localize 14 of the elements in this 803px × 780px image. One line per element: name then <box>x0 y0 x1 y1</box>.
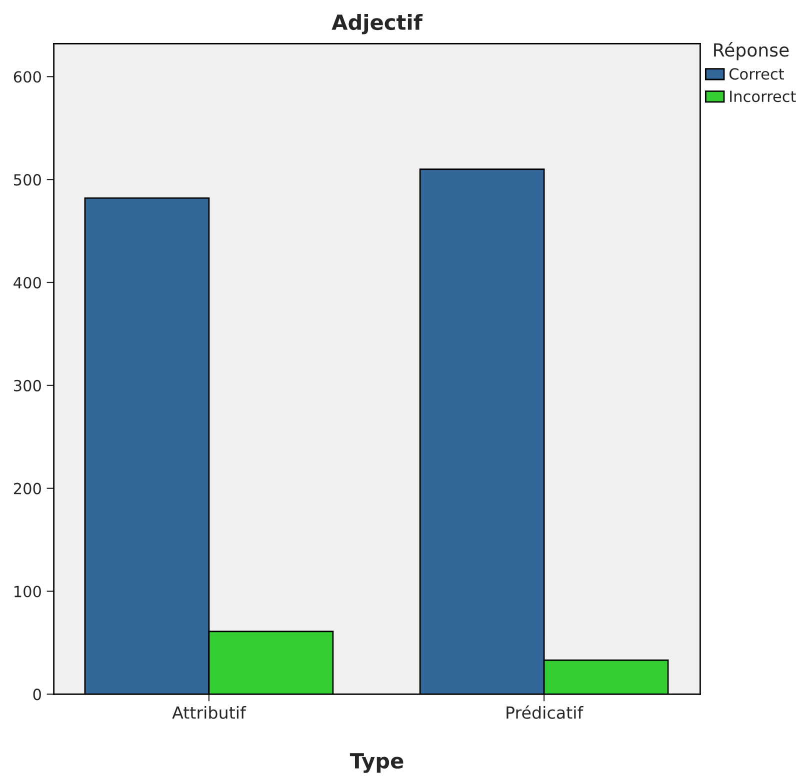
y-tick-label: 0 <box>33 688 41 700</box>
y-tick-label: 100 <box>14 586 41 598</box>
x-tick-label: Attributif <box>172 706 246 719</box>
chart-title: Adjectif <box>332 14 423 34</box>
legend-label: Incorrect <box>730 90 796 102</box>
legend-title: Réponse <box>714 42 789 60</box>
y-tick-label: 300 <box>14 380 41 392</box>
x-tick-label: Prédicatif <box>506 705 584 719</box>
y-tick-label: 600 <box>14 71 41 83</box>
legend-label: Correct <box>729 68 784 80</box>
y-tick-label: 400 <box>14 276 41 288</box>
y-tick-label: 500 <box>14 174 41 186</box>
x-axis-title: Type <box>350 753 404 773</box>
y-tick-label: 200 <box>14 482 41 494</box>
